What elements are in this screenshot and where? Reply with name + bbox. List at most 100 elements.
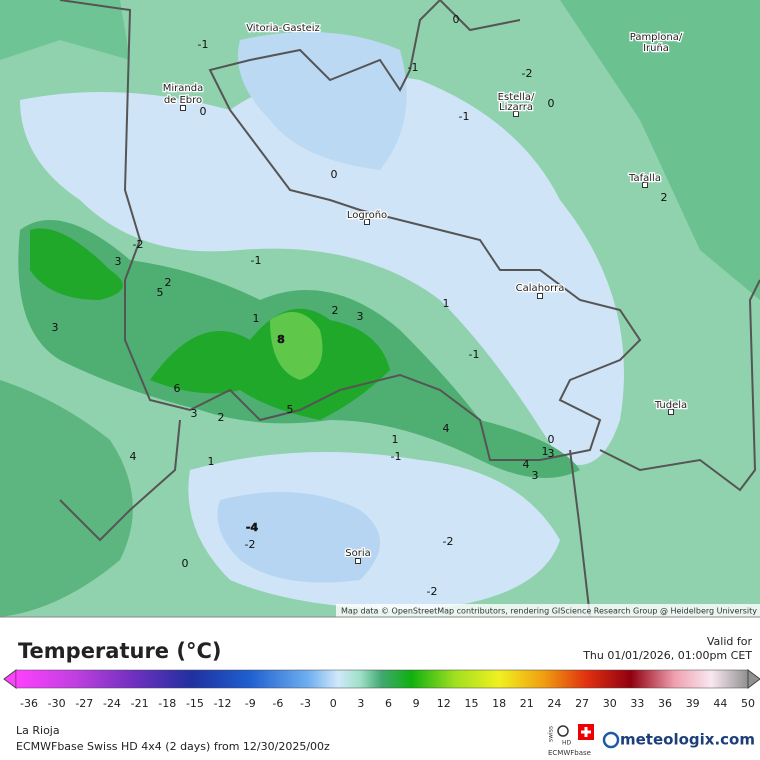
badge: swiss HD ECMWFbase [548, 724, 594, 757]
city-marker [364, 219, 370, 225]
contour-label: 3 [532, 469, 539, 482]
city-label: Logroño [347, 210, 387, 221]
contour-label: 1 [542, 445, 549, 458]
borders [59, 0, 760, 618]
contour-label: -2 [133, 238, 144, 251]
area [560, 0, 760, 300]
contour-label: -2 [245, 538, 256, 551]
colorbar-tick-label: -21 [131, 697, 149, 710]
colorbar-tick-label: -6 [272, 697, 283, 710]
warm-area [150, 308, 390, 420]
city-marker [668, 409, 674, 415]
contour-label: 2 [165, 276, 172, 289]
contour-label: 0 [331, 168, 338, 181]
city-marker [642, 182, 648, 188]
badge-icon [557, 725, 569, 737]
colorbar-tick-label: 12 [437, 697, 451, 710]
valid-time: Thu 01/01/2026, 01:00pm CET [582, 649, 752, 662]
attribution: Map data © OpenStreetMap contributors, r… [341, 607, 757, 616]
colorbar-tick-label: 24 [547, 697, 561, 710]
colorbar-tick-label: 6 [385, 697, 392, 710]
contour-label: 0 [548, 433, 555, 446]
city-label: Miranda [163, 83, 203, 94]
contour-label: -1 [391, 450, 402, 463]
city-marker [537, 293, 543, 299]
badge-bottom: ECMWFbase [548, 749, 591, 757]
city-marker [355, 558, 361, 564]
area [0, 0, 130, 60]
contour-label: -2 [522, 67, 533, 80]
colorbar-tick-label: 18 [492, 697, 506, 710]
colorbar-tick-label: -15 [186, 697, 204, 710]
contour-label: 0 [200, 105, 207, 118]
colorbar-tick-label: 50 [741, 697, 755, 710]
colorbar-tick-label: -24 [103, 697, 121, 710]
colorbar-tick-label: -30 [48, 697, 66, 710]
region-border [59, 0, 642, 461]
colorbar-tick-label: 0 [330, 697, 337, 710]
contour-label: 1 [208, 455, 215, 468]
city-label: Estella/ [498, 92, 535, 103]
region-name: La Rioja [16, 724, 60, 737]
colorbar-tick-label: 3 [357, 697, 364, 710]
contour-label: 1 [443, 297, 450, 310]
contour-label: 0 [453, 13, 460, 26]
contour-label: 3 [52, 321, 59, 334]
city-label: Soria [345, 548, 370, 559]
cold-area [20, 74, 624, 466]
warm-area [30, 228, 123, 300]
contour-label: 5 [157, 286, 164, 299]
contour-label: 6 [174, 382, 181, 395]
colorbar-tick-label: 21 [520, 697, 534, 710]
city-marker [180, 105, 186, 111]
colorbar-tick-label: 30 [603, 697, 617, 710]
city-label: Calahorra [516, 283, 565, 294]
contour-label: 4 [443, 422, 450, 435]
colorbar-tick-label: 44 [713, 697, 727, 710]
warm-area [0, 380, 133, 617]
border [569, 449, 591, 618]
colorbar [15, 669, 749, 689]
legend-title: Temperature (°C) [18, 639, 221, 663]
city-label: Vitoria-Gasteiz [246, 23, 320, 34]
city-marker [513, 111, 519, 117]
city-label: Pamplona/ [630, 32, 683, 43]
colorbar-tick-label: 33 [630, 697, 644, 710]
contour-label: 0 [182, 557, 189, 570]
contour-label: 3 [357, 310, 364, 323]
cold-area [217, 492, 380, 583]
attribution-bg [336, 604, 760, 617]
brand-logo [602, 731, 620, 749]
contour-label: -1 [251, 254, 262, 267]
badge-mid: HD [562, 740, 572, 747]
valid-label: Valid for [707, 635, 753, 648]
colorbar-tick-label: -9 [245, 697, 256, 710]
contour-label: -1 [198, 38, 209, 51]
contour-label: -1 [459, 110, 470, 123]
model-info: ECMWFbase Swiss HD 4x4 (2 days) from 12/… [16, 740, 330, 753]
contour-label: 4 [523, 458, 530, 471]
colorbar-end [3, 669, 17, 689]
city-label: Tafalla [628, 173, 661, 184]
colorbar-tick-label: -3 [300, 697, 311, 710]
colorbar-tick-label: -27 [75, 697, 93, 710]
city-label: Lizarra [499, 102, 533, 113]
colorbar-tick-label: 15 [464, 697, 478, 710]
contour-label: 2 [661, 191, 668, 204]
colorbar-tick-label: -12 [214, 697, 232, 710]
brand: meteologix.com [620, 731, 755, 749]
contour-label: 8 [277, 333, 285, 346]
contour-label: 1 [392, 433, 399, 446]
colorbar-tick-label: 36 [658, 697, 672, 710]
swiss-cross [581, 727, 591, 737]
contour-label: 3 [115, 255, 122, 268]
colorbar-tick-label: 9 [413, 697, 420, 710]
colorbar-tick-label: -36 [20, 697, 38, 710]
contour-label: -1 [469, 348, 480, 361]
contour-label: 5 [287, 403, 294, 416]
contour-label: -1 [408, 61, 419, 74]
contour-label: 3 [548, 447, 555, 460]
contour-label: 0 [548, 97, 555, 110]
colorbar-tick-label: -18 [158, 697, 176, 710]
